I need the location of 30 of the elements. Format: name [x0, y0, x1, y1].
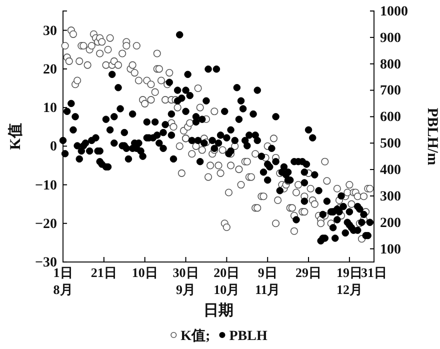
y2-tick-label: 1000: [380, 4, 408, 20]
y-tick-label: 10: [43, 101, 57, 116]
y2-tick-label: 800: [380, 57, 401, 72]
y-axis-title: K值: [7, 123, 24, 150]
y2-tick-label: 900: [380, 30, 401, 46]
y2-tick-label: 700: [380, 84, 401, 99]
x-tick-label: 20日 10月: [214, 265, 240, 297]
x-tick-label: 21日: [90, 265, 117, 280]
y2-tick-label: 300: [380, 189, 401, 204]
x-axis-title: 日期: [204, 302, 234, 319]
y2-tick-label: 500: [380, 136, 401, 152]
y-tick-label: −20: [35, 216, 57, 232]
x-tick-label: 1日 8月: [53, 265, 73, 297]
x-tick-label: 9日 11月: [254, 265, 280, 297]
legend-label: PBLH: [229, 329, 268, 344]
y2-tick-label: 100: [380, 242, 401, 258]
y-tick-label: 30: [43, 24, 57, 39]
y2-tick-label: 200: [380, 216, 401, 231]
x-tick-label: 19日 12月: [336, 265, 362, 297]
y2-axis-title: PBLH/m: [424, 108, 440, 166]
y-tick-label: 0: [50, 140, 57, 155]
y2-tick-label: 400: [380, 163, 401, 178]
legend-label: K值;: [180, 328, 210, 344]
x-tick-label: 31日: [361, 265, 387, 280]
y-tick-label: −10: [35, 178, 57, 194]
x-tick-label: 30日 9月: [172, 265, 199, 297]
y-tick-label: 20: [43, 62, 57, 78]
x-tick-label: 29日: [296, 265, 322, 280]
x-tick-label: 10日: [132, 265, 158, 280]
y2-tick-label: 600: [380, 110, 401, 126]
